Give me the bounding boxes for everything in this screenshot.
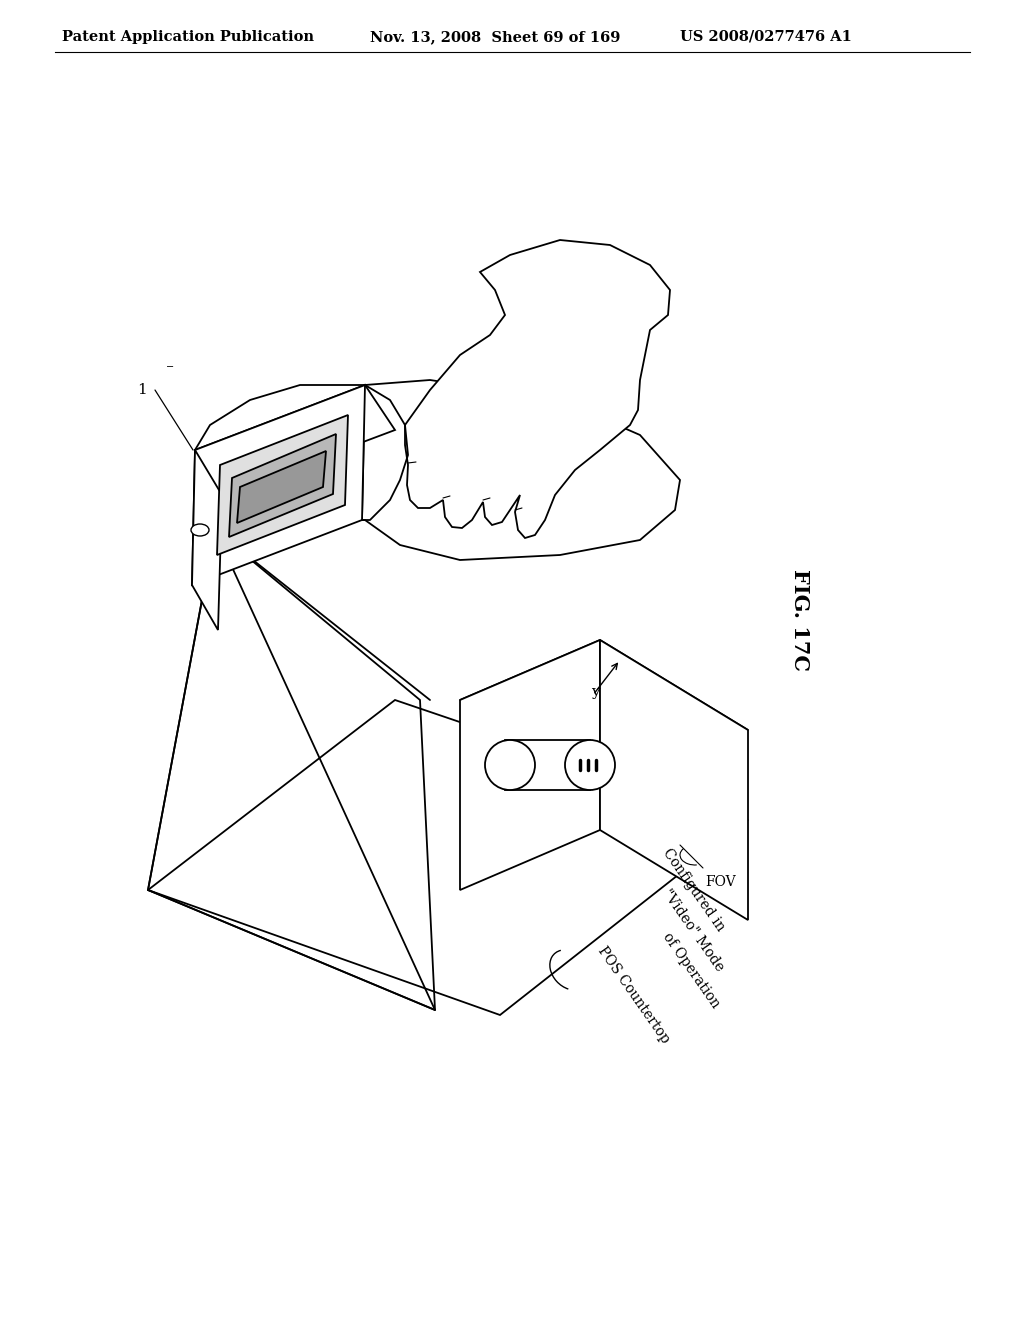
Polygon shape	[362, 380, 680, 560]
Ellipse shape	[565, 741, 615, 789]
Polygon shape	[217, 414, 348, 554]
Text: "Video" Mode: "Video" Mode	[660, 886, 727, 974]
Polygon shape	[460, 640, 600, 890]
Text: Nov. 13, 2008  Sheet 69 of 169: Nov. 13, 2008 Sheet 69 of 169	[370, 30, 621, 44]
Polygon shape	[195, 385, 395, 495]
Polygon shape	[237, 451, 326, 523]
Text: $-$: $-$	[166, 360, 174, 370]
Text: 1: 1	[137, 383, 146, 397]
Text: US 2008/0277476 A1: US 2008/0277476 A1	[680, 30, 852, 44]
Polygon shape	[229, 434, 336, 537]
Polygon shape	[505, 741, 590, 789]
Polygon shape	[600, 640, 748, 920]
Polygon shape	[193, 450, 222, 630]
Text: of Operation: of Operation	[660, 929, 722, 1010]
Text: Configured in: Configured in	[660, 846, 727, 935]
Polygon shape	[406, 240, 670, 539]
Text: y: y	[591, 685, 599, 700]
Polygon shape	[193, 385, 365, 585]
Text: Patent Application Publication: Patent Application Publication	[62, 30, 314, 44]
Ellipse shape	[191, 524, 209, 536]
Text: POS Countertop: POS Countertop	[595, 944, 672, 1045]
Text: FOV: FOV	[705, 875, 735, 888]
Ellipse shape	[485, 741, 535, 789]
Polygon shape	[148, 700, 748, 1015]
Text: FIG. 17C: FIG. 17C	[790, 569, 810, 671]
Polygon shape	[460, 640, 748, 789]
